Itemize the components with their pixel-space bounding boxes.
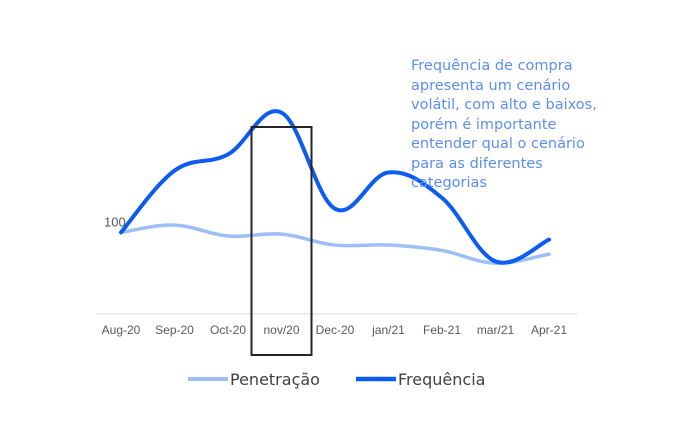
data-point-frequencia-aug-20 xyxy=(119,230,123,234)
data-point-penetracao-jan-21 xyxy=(387,243,391,247)
y-value-label: 100 xyxy=(104,214,126,229)
x-tick-label: Apr-21 xyxy=(531,323,567,337)
data-point-frequencia-nov-20 xyxy=(280,111,284,115)
x-tick-label: Dec-20 xyxy=(316,323,355,337)
annotation-line: categorias xyxy=(411,175,487,191)
annotation-line: apresenta um cenário xyxy=(411,77,571,94)
data-point-frequencia-apr-21 xyxy=(547,238,551,242)
legend-label-penetracao: Penetração xyxy=(230,370,320,389)
data-point-frequencia-sep-20 xyxy=(173,169,177,173)
annotation-line: Frequência de compra xyxy=(411,58,573,74)
x-tick-label: Oct-20 xyxy=(210,323,246,337)
annotation-line: para as diferentes xyxy=(411,155,543,172)
annotation-line: entender qual o cenário xyxy=(411,136,585,152)
legend-label-frequencia: Frequência xyxy=(398,370,485,389)
data-point-penetracao-feb-21 xyxy=(440,249,444,253)
data-point-frequencia-oct-20 xyxy=(226,152,230,156)
highlight-box-nov-20 xyxy=(250,126,313,356)
annotation-line: volátil, com alto e baixos, xyxy=(411,97,597,113)
x-tick-label: Feb-21 xyxy=(423,323,461,337)
x-tick-label: jan/21 xyxy=(371,323,405,337)
legend: Penetração Frequência xyxy=(188,370,485,389)
data-point-penetracao-dec-20 xyxy=(333,243,337,247)
data-point-frequencia-feb-21 xyxy=(440,196,444,200)
x-tick-label: mar/21 xyxy=(477,323,515,337)
series-line-frequencia xyxy=(119,109,551,265)
series-line-penetracao xyxy=(119,223,551,265)
annotation-text: Frequência de compra apresenta um cenário… xyxy=(411,57,626,194)
x-tick-label: nov/20 xyxy=(263,323,299,337)
annotation-line: porém é importante xyxy=(411,116,557,133)
data-point-penetracao-nov-20 xyxy=(280,232,284,236)
data-point-frequencia-jan-21 xyxy=(387,170,391,174)
data-point-frequencia-mar-21 xyxy=(494,259,498,263)
data-point-penetracao-oct-20 xyxy=(226,234,230,238)
data-point-penetracao-apr-21 xyxy=(547,252,551,256)
data-point-penetracao-sep-20 xyxy=(173,223,177,227)
data-point-frequencia-dec-20 xyxy=(333,207,337,211)
x-tick-label: Sep-20 xyxy=(155,323,194,337)
x-tick-label: Aug-20 xyxy=(102,323,141,337)
